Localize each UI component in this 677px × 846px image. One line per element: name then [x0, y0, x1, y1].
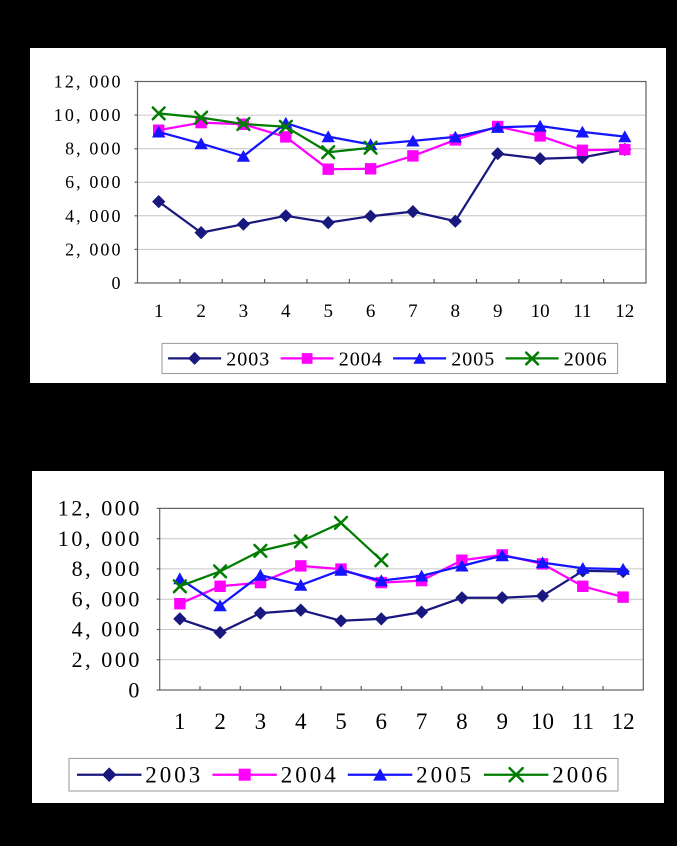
svg-text:9: 9 [496, 709, 508, 734]
svg-text:2, 000: 2, 000 [65, 239, 120, 259]
svg-text:2005: 2005 [451, 348, 494, 370]
svg-text:7: 7 [416, 709, 428, 734]
svg-text:8: 8 [456, 709, 468, 734]
svg-text:2: 2 [196, 301, 206, 322]
svg-text:8, 000: 8, 000 [72, 556, 140, 581]
svg-text:1: 1 [174, 709, 186, 734]
svg-text:11: 11 [573, 301, 591, 322]
svg-text:4, 000: 4, 000 [65, 206, 120, 226]
svg-text:6: 6 [366, 301, 376, 322]
svg-text:12, 000: 12, 000 [54, 71, 121, 91]
svg-text:6, 000: 6, 000 [65, 172, 120, 192]
svg-text:11: 11 [572, 709, 594, 734]
svg-text:2006: 2006 [564, 348, 607, 370]
svg-text:10, 000: 10, 000 [58, 526, 140, 551]
svg-text:5: 5 [323, 301, 333, 322]
svg-text:6, 000: 6, 000 [72, 587, 140, 612]
svg-text:5: 5 [335, 709, 347, 734]
svg-text:1: 1 [154, 301, 164, 322]
svg-text:12: 12 [612, 709, 635, 734]
svg-text:3: 3 [239, 301, 249, 322]
svg-text:9: 9 [493, 301, 503, 322]
svg-text:4: 4 [295, 709, 307, 734]
svg-text:2004: 2004 [339, 348, 382, 370]
svg-text:7: 7 [408, 301, 418, 322]
svg-text:12: 12 [615, 301, 634, 322]
svg-text:2, 000: 2, 000 [72, 647, 140, 672]
svg-text:8, 000: 8, 000 [65, 139, 120, 159]
svg-text:10, 000: 10, 000 [54, 105, 121, 125]
svg-text:4, 000: 4, 000 [72, 617, 140, 642]
svg-text:12, 000: 12, 000 [58, 496, 140, 521]
svg-text:0: 0 [112, 273, 121, 293]
svg-text:3: 3 [255, 709, 267, 734]
svg-text:10: 10 [531, 709, 554, 734]
svg-text:2003: 2003 [226, 348, 269, 370]
svg-text:10: 10 [531, 301, 550, 322]
svg-text:4: 4 [281, 301, 291, 322]
svg-text:8: 8 [451, 301, 461, 322]
svg-text:0: 0 [128, 677, 139, 702]
svg-text:2: 2 [214, 709, 226, 734]
svg-text:6: 6 [376, 709, 388, 734]
